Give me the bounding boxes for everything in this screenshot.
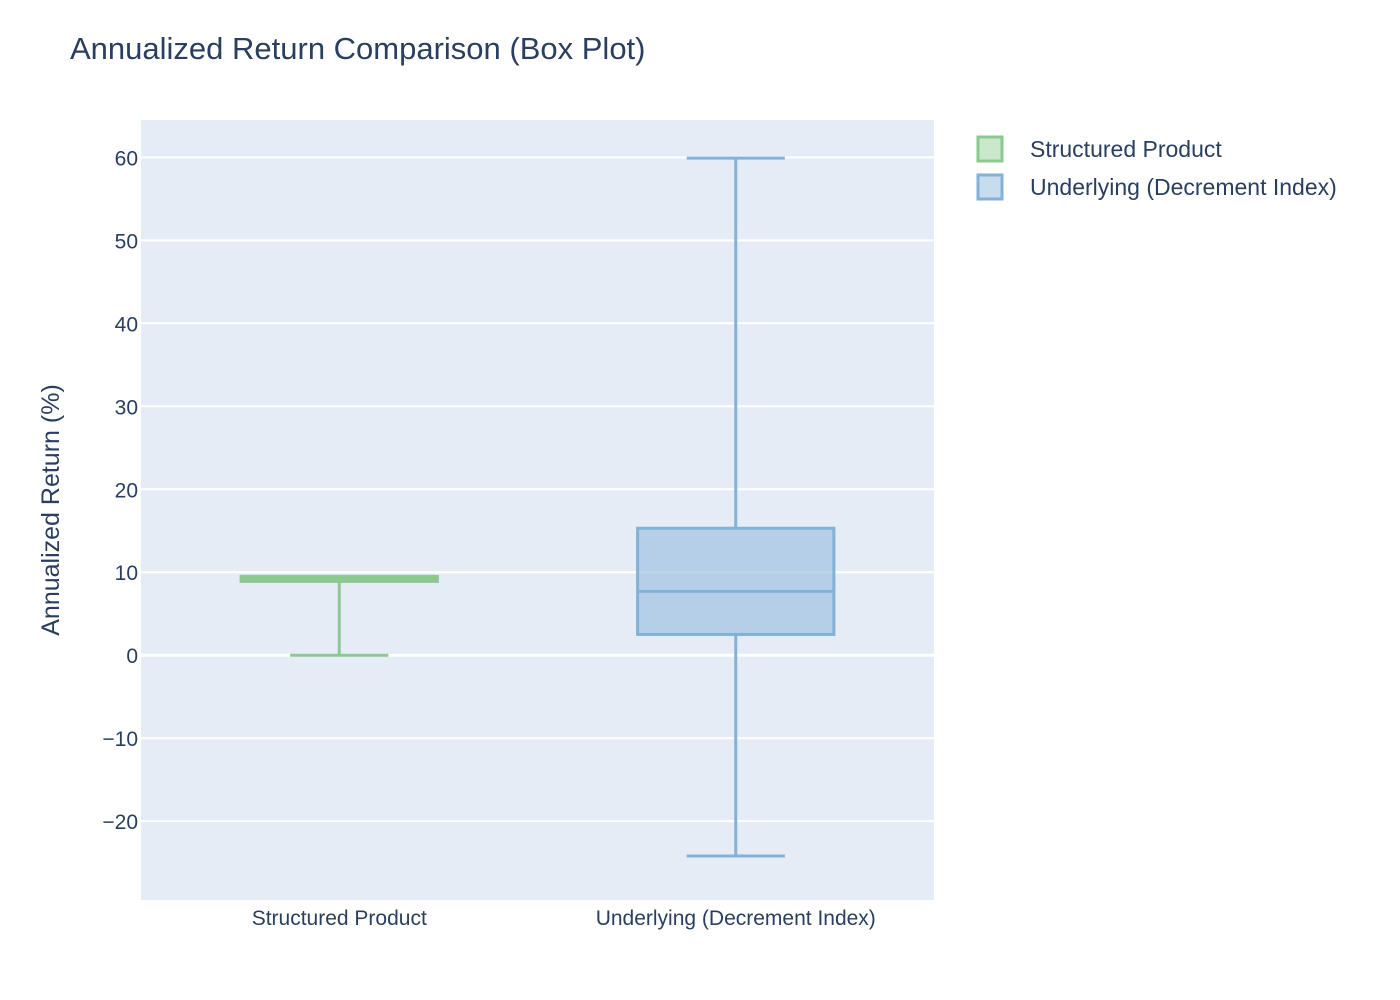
x-tick-label: Structured Product: [252, 907, 427, 930]
y-tick-label: −20: [102, 811, 138, 834]
chart-title: Annualized Return Comparison (Box Plot): [70, 31, 646, 66]
y-tick-label: 20: [115, 479, 138, 502]
y-tick-label: 30: [115, 396, 138, 419]
legend-swatch: [976, 135, 1004, 163]
y-axis-tick-labels: 60 50 40 30 20 10 0 −10 −20: [102, 147, 138, 834]
y-tick-label: 60: [115, 147, 138, 170]
legend-item[interactable]: Underlying (Decrement Index): [976, 173, 1337, 201]
legend-swatch: [976, 173, 1004, 201]
y-tick-label: 10: [115, 562, 138, 585]
y-tick-label: 50: [115, 230, 138, 253]
x-tick-label: Underlying (Decrement Index): [596, 907, 876, 930]
box-structured-product: [239, 574, 439, 657]
gridlines: [141, 156, 934, 823]
box-underlying: [636, 156, 836, 858]
legend[interactable]: Structured Product Underlying (Decrement …: [976, 135, 1337, 201]
legend-item[interactable]: Structured Product: [976, 135, 1222, 163]
y-axis-title: Annualized Return (%): [37, 384, 65, 636]
box-series: [239, 156, 836, 858]
y-tick-label: 40: [115, 313, 138, 336]
plot-area: [141, 120, 934, 900]
x-axis-tick-labels: Structured Product Underlying (Decrement …: [252, 907, 876, 930]
interquartile-box: [636, 526, 836, 636]
y-tick-label: 0: [126, 645, 138, 668]
legend-label: Structured Product: [1030, 136, 1222, 162]
y-tick-label: −10: [102, 728, 138, 751]
legend-label: Underlying (Decrement Index): [1030, 174, 1337, 200]
